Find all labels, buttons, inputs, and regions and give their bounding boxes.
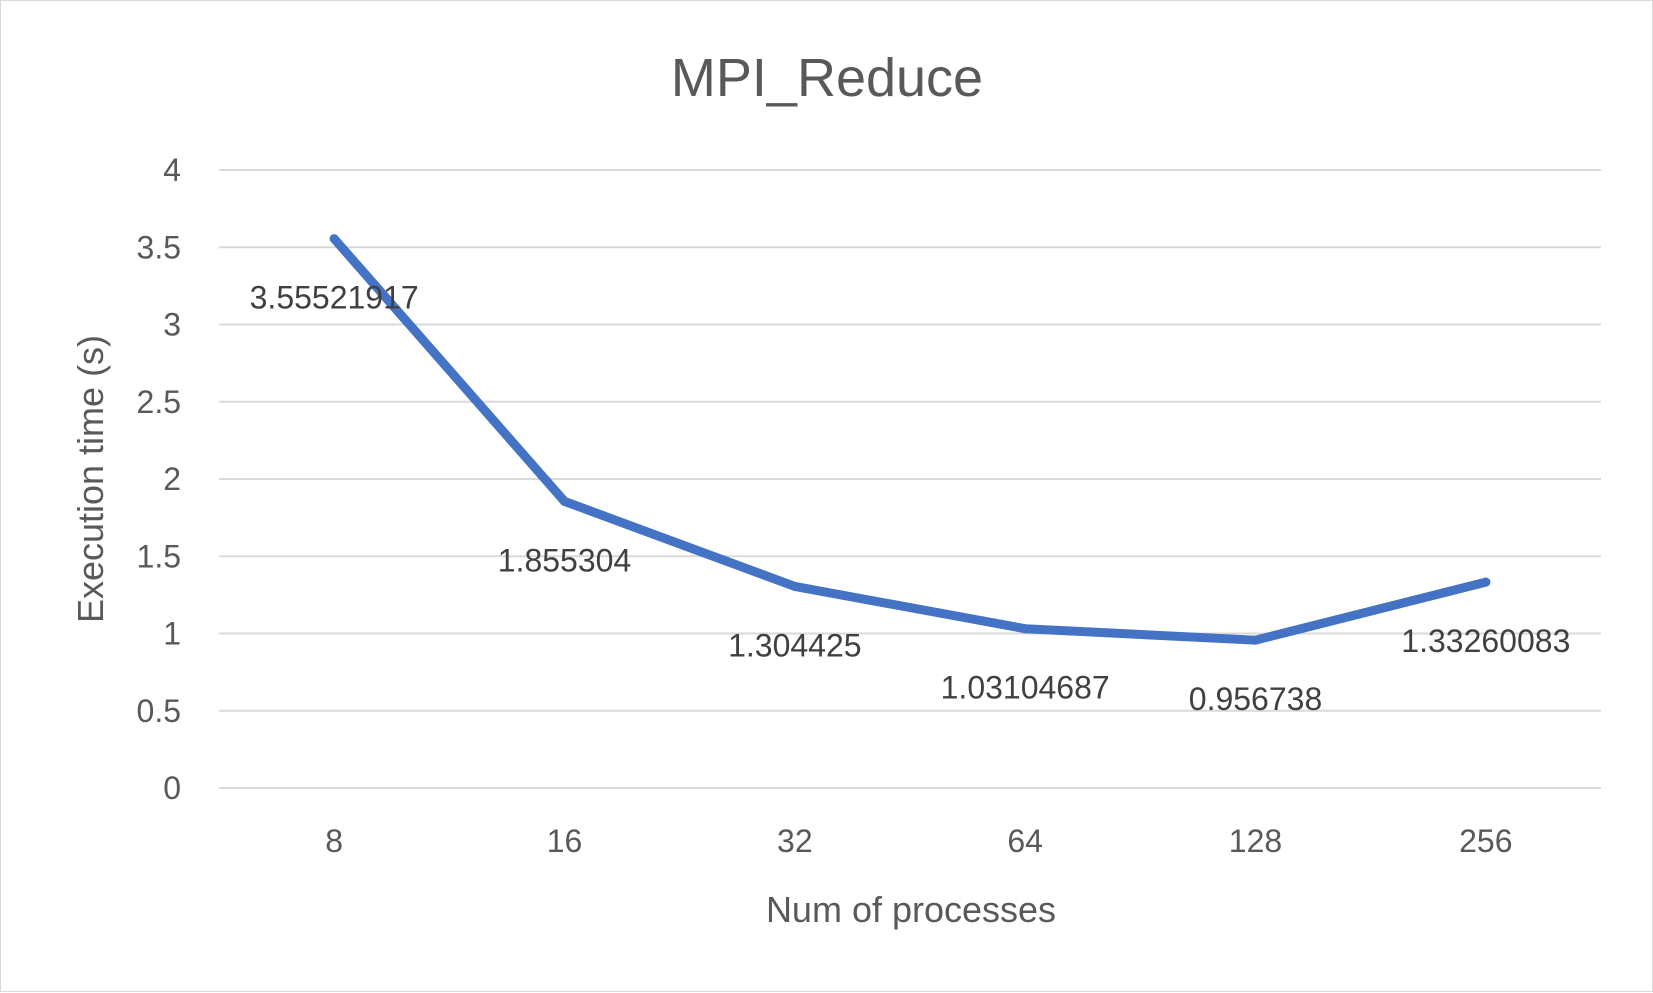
series-line xyxy=(329,234,1491,645)
data-label: 0.956738 xyxy=(1189,681,1322,717)
x-tick-label: 8 xyxy=(325,823,343,859)
y-tick-label: 2 xyxy=(163,461,181,497)
y-tick-label: 4 xyxy=(163,152,181,188)
data-label: 1.33260083 xyxy=(1401,623,1570,659)
data-label: 1.304425 xyxy=(728,627,861,663)
chart-title: MPI_Reduce xyxy=(671,48,983,108)
x-axis-title: Num of processes xyxy=(766,889,1056,930)
y-tick-label: 0.5 xyxy=(137,693,181,729)
data-label: 3.55521917 xyxy=(250,280,419,316)
y-tick-label: 0 xyxy=(163,770,181,806)
x-tick-label: 128 xyxy=(1229,823,1282,859)
y-tick-label: 1.5 xyxy=(137,538,181,574)
data-point xyxy=(1020,624,1030,634)
data-point xyxy=(1251,635,1260,645)
y-axis-ticks: 0 0.5 1 1.5 2 2.5 3 3.5 4 xyxy=(137,152,181,806)
y-tick-label: 3.5 xyxy=(137,229,181,265)
x-tick-label: 32 xyxy=(777,823,813,859)
data-point xyxy=(1481,577,1491,587)
y-tick-label: 1 xyxy=(163,616,181,652)
gridlines xyxy=(219,169,1601,789)
y-tick-label: 3 xyxy=(163,307,181,343)
x-tick-label: 256 xyxy=(1459,823,1512,859)
data-label: 1.03104687 xyxy=(941,670,1110,706)
x-axis-ticks: 8 16 32 64 128 256 xyxy=(325,823,1512,859)
y-tick-label: 2.5 xyxy=(137,384,181,420)
series-layer xyxy=(329,234,1491,645)
data-point xyxy=(790,581,800,591)
data-labels: 3.55521917 1.855304 1.304425 1.03104687 0.95… xyxy=(250,280,1571,717)
data-point xyxy=(560,496,569,506)
data-label: 1.855304 xyxy=(498,542,631,578)
data-point xyxy=(329,234,339,244)
y-axis-title: Execution time (s) xyxy=(70,335,111,623)
x-tick-label: 16 xyxy=(547,823,583,859)
x-tick-label: 64 xyxy=(1007,823,1043,859)
